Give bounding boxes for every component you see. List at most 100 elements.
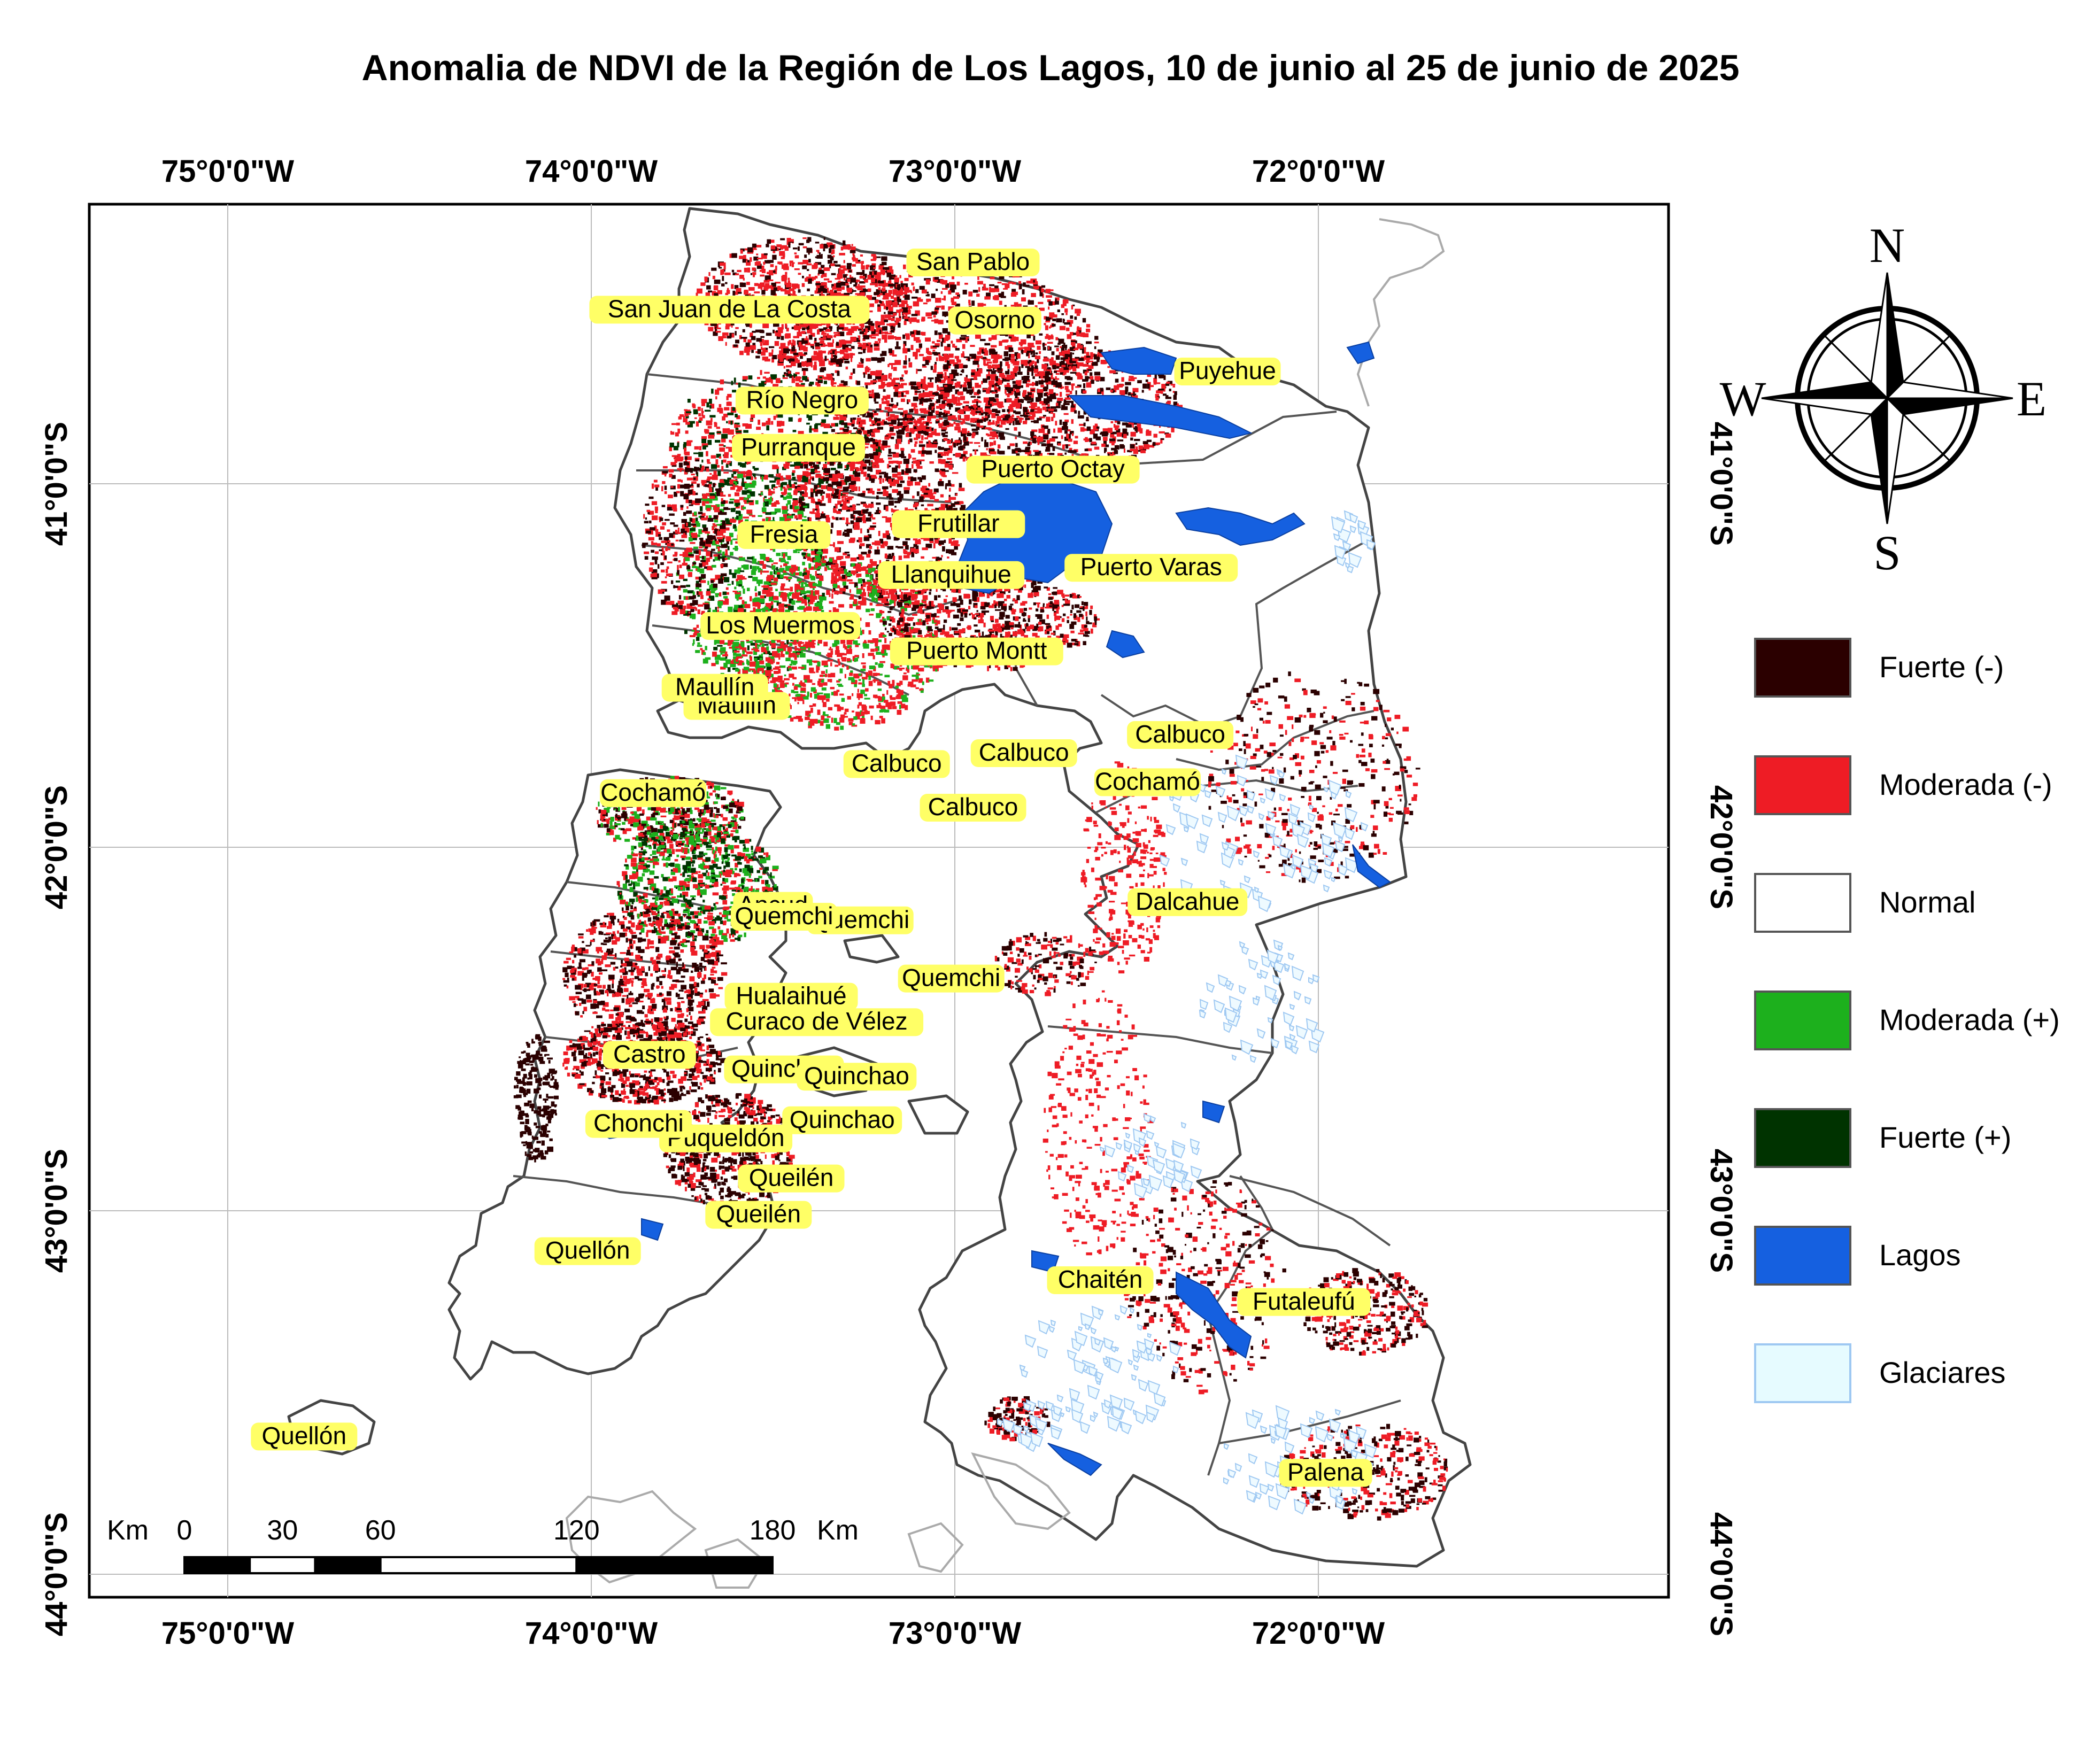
- legend-item: Glaciares: [1754, 1343, 2006, 1403]
- place-label-halo: [730, 903, 837, 931]
- place-label-halo: [890, 637, 1063, 666]
- place-label: Dalcahue: [1128, 887, 1248, 916]
- place-name: Puerto Octay: [981, 455, 1124, 483]
- place-label-halo: [738, 1164, 845, 1193]
- place-name: Osorno: [954, 306, 1035, 334]
- latitude-tick-label: 44°0'0"S: [39, 1512, 74, 1636]
- place-name: Quellón: [545, 1236, 630, 1264]
- legend-swatch: [1754, 755, 1851, 815]
- place-label: Fresia: [737, 520, 831, 549]
- place-name: Queilén: [716, 1200, 801, 1228]
- place-name: Cochamó: [600, 778, 706, 806]
- place-name: Purranque: [741, 433, 856, 461]
- place-label: Puerto Varas: [1064, 553, 1238, 582]
- place-name: Queilén: [749, 1164, 834, 1192]
- lake-todos-los-santos: [1175, 507, 1306, 546]
- legend: Fuerte (-) Moderada (-) Normal Moderada (+)…: [1754, 638, 2060, 1403]
- place-label-halo: [600, 779, 707, 807]
- place-label: Los Muermos: [700, 611, 861, 640]
- map-title: Anomalia de NDVI de la Región de Los Lag…: [361, 48, 1739, 88]
- place-label: Cochamó: [1094, 767, 1201, 796]
- scale-tick-label: 0: [177, 1515, 192, 1546]
- scale-tick-label: 180: [750, 1515, 796, 1546]
- place-label: San Juan de La Costa: [589, 295, 870, 324]
- compass-north: N: [1870, 218, 1905, 273]
- legend-label: Moderada (-): [1879, 768, 2052, 801]
- place-label: Calbuco: [843, 749, 950, 778]
- scale-tick-label: 30: [267, 1515, 298, 1546]
- place-name: Curaco de Vélez: [726, 1007, 908, 1035]
- place-name: San Juan de La Costa: [608, 295, 852, 322]
- legend-item: Lagos: [1754, 1226, 1961, 1286]
- north-arrow-compass: N S E W: [1720, 218, 2047, 580]
- glacier-layer: [997, 510, 1377, 1515]
- longitude-tick-label: 75°0'0"W: [161, 154, 295, 189]
- latitude-tick-label: 43°0'0"S: [39, 1149, 74, 1273]
- place-label-halo: [920, 794, 1026, 822]
- place-name: Castro: [613, 1040, 685, 1067]
- place-label: Quemchi: [898, 964, 1005, 993]
- latitude-labels-left: 41°0'0"S 42°0'0"S 43°0'0"S 44°0'0"S: [39, 422, 74, 1636]
- place-labels: San Juan de La Costa San Pablo Osorno Río N…: [251, 247, 1372, 1487]
- latitude-labels-right: 41°0'0"S 42°0'0"S 43°0'0"S 44°0'0"S: [1704, 422, 1739, 1636]
- latitude-tick-label: 41°0'0"S: [39, 422, 74, 546]
- place-name: Quinchao: [804, 1062, 909, 1089]
- compass-east: E: [2017, 372, 2047, 426]
- legend-label: Glaciares: [1879, 1356, 2006, 1389]
- place-label-halo: [251, 1422, 358, 1451]
- place-name: Río Negro: [746, 385, 859, 413]
- place-name: San Pablo: [916, 247, 1030, 275]
- legend-label: Fuerte (+): [1879, 1120, 2011, 1154]
- place-name: Quinchao: [790, 1105, 895, 1133]
- compass-west: W: [1720, 372, 1766, 426]
- place-label-halo: [782, 1106, 902, 1134]
- longitude-labels-top: 75°0'0"W 74°0'0"W 73°0'0"W 72°0'0"W: [161, 154, 1385, 189]
- longitude-tick-label: 73°0'0"W: [889, 154, 1022, 189]
- legend-label: Normal: [1879, 885, 1975, 919]
- place-label-halo: [735, 386, 869, 415]
- place-name: Calbuco: [928, 793, 1018, 821]
- scale-bar-segment: [249, 1556, 316, 1574]
- place-label-halo: [585, 1110, 692, 1138]
- place-label-halo: [878, 561, 1025, 589]
- legend-swatch: [1754, 1226, 1851, 1286]
- place-label: Quemchi: [730, 902, 837, 931]
- place-label-halo: [700, 612, 861, 640]
- longitude-tick-label: 74°0'0"W: [525, 1616, 658, 1651]
- place-name: Los Muermos: [706, 611, 855, 639]
- scale-unit-right: Km: [817, 1515, 859, 1546]
- place-label-halo: [1237, 1288, 1371, 1316]
- legend-label: Lagos: [1879, 1238, 1961, 1272]
- place-label: Quinchao: [797, 1062, 917, 1091]
- place-name: Maullín: [675, 673, 754, 701]
- scale-bar-segment: [183, 1556, 251, 1574]
- scale-bar-segment: [314, 1556, 382, 1574]
- place-label-halo: [661, 674, 768, 702]
- place-label: Palena: [1279, 1458, 1372, 1487]
- place-name: Puerto Varas: [1080, 553, 1222, 581]
- place-name: Puyehue: [1179, 357, 1276, 384]
- place-label: Curaco de Vélez: [710, 1007, 924, 1036]
- place-label: Castro: [603, 1040, 696, 1069]
- scale-unit-left: Km: [107, 1515, 149, 1546]
- place-name: Cochamó: [1095, 767, 1200, 795]
- place-label: Calbuco: [970, 738, 1077, 767]
- place-label-halo: [1064, 554, 1238, 582]
- legend-label: Moderada (+): [1879, 1003, 2060, 1036]
- place-label-halo: [732, 434, 866, 462]
- place-label-halo: [797, 1063, 917, 1091]
- place-label-halo: [898, 964, 1005, 993]
- scale-bar-segment: [575, 1556, 774, 1574]
- place-label-halo: [705, 1201, 812, 1229]
- place-label: Queilén: [705, 1200, 812, 1229]
- legend-item: Fuerte (+): [1754, 1108, 2011, 1168]
- place-name: Quellón: [262, 1421, 347, 1449]
- longitude-tick-label: 72°0'0"W: [1252, 1616, 1385, 1651]
- place-name: Chaitén: [1058, 1265, 1143, 1293]
- legend-swatch: [1754, 991, 1851, 1050]
- place-label-halo: [970, 739, 1077, 767]
- place-label-halo: [724, 982, 858, 1011]
- place-label-halo: [1279, 1459, 1372, 1487]
- legend-label: Fuerte (-): [1879, 650, 2004, 684]
- scale-bar-segment: [379, 1556, 578, 1574]
